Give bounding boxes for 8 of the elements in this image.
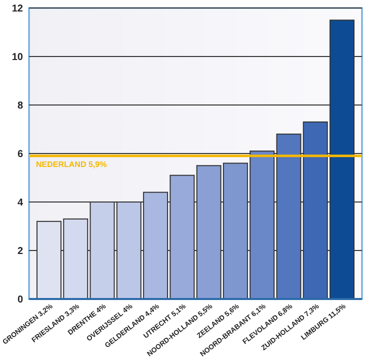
ref-line-label: NEDERLAND 5,9% (36, 160, 107, 169)
y-tick-label: 8 (17, 100, 24, 112)
y-tick-label: 2 (17, 246, 24, 257)
y-tick-label: 0 (17, 294, 24, 306)
y-tick-label: 6 (17, 149, 24, 160)
y-tick-label: 10 (12, 52, 24, 63)
y-tick-label: 4 (17, 198, 24, 208)
y-tick-label: 12 (12, 4, 24, 14)
